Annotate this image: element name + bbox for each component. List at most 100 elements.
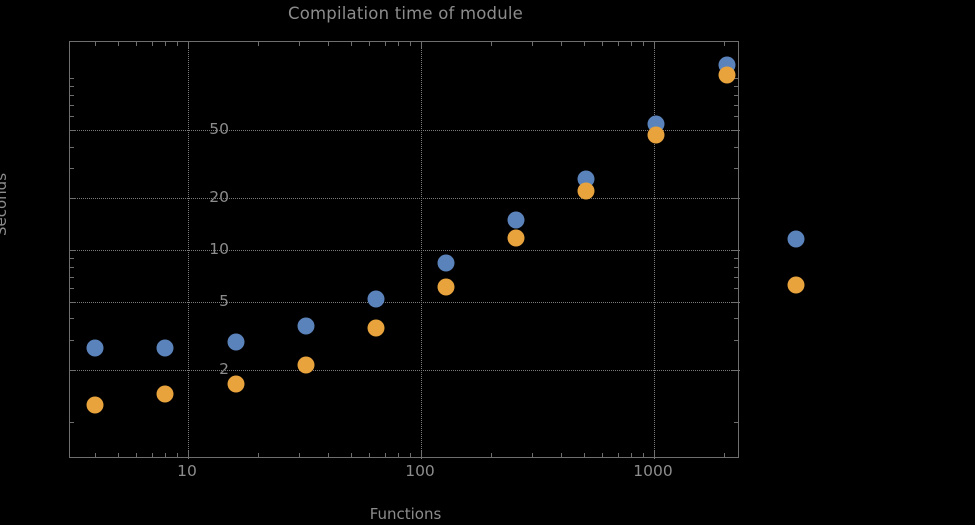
y-axis-tick: [734, 288, 738, 290]
gridline-horizontal: [70, 130, 740, 132]
y-axis-tick: [70, 339, 74, 341]
y-axis-tick: [70, 116, 74, 118]
x-axis-tick: [299, 42, 301, 46]
y-axis-tick: [70, 288, 74, 290]
x-axis-tick: [491, 42, 493, 46]
x-axis-tick: [398, 42, 400, 46]
chart-title: Compilation time of module: [288, 4, 523, 23]
x-axis-tick: [724, 453, 726, 457]
plot-frame: [69, 41, 740, 459]
y-axis-tick: [70, 146, 74, 148]
x-axis-tick: [561, 42, 563, 46]
data-point: [367, 319, 385, 337]
y-axis-tick: [70, 257, 74, 259]
data-point: [507, 229, 525, 247]
y-axis-tick: [734, 276, 738, 278]
gridline-horizontal: [70, 301, 740, 303]
x-axis-tick: [165, 453, 167, 457]
gridline-horizontal: [70, 250, 740, 251]
y-axis-tick: [732, 301, 738, 303]
x-tick-label-1000: 1000: [633, 462, 673, 480]
x-axis-tick: [136, 453, 138, 457]
plot-area: [70, 42, 740, 459]
data-point: [787, 230, 805, 248]
y-tick-label-2: 2: [219, 359, 229, 378]
x-axis-tick: [643, 42, 645, 46]
y-axis-tick: [734, 257, 738, 259]
x-axis-tick: [491, 453, 493, 457]
x-axis-tick: [643, 453, 645, 457]
x-axis-tick: [136, 42, 138, 46]
x-axis-tick: [258, 453, 260, 457]
x-axis-tick: [421, 42, 422, 48]
data-point: [86, 396, 104, 414]
data-point: [437, 254, 455, 272]
data-point: [227, 375, 245, 393]
data-point: [86, 339, 104, 357]
x-axis-tick: [188, 42, 189, 48]
x-axis-tick: [350, 453, 352, 457]
y-axis-tick: [734, 86, 738, 88]
x-axis-tick: [151, 453, 153, 457]
x-axis-tick: [117, 42, 119, 46]
x-axis-tick: [151, 42, 153, 46]
y-axis-tick: [732, 130, 738, 132]
y-axis-tick: [70, 421, 74, 423]
x-axis-tick: [532, 42, 534, 46]
y-axis-tick: [70, 78, 74, 80]
x-axis-tick: [532, 453, 534, 457]
data-point: [227, 333, 245, 351]
y-axis-tick: [734, 146, 738, 148]
data-point: [577, 182, 595, 200]
y-axis-tick: [734, 95, 738, 97]
gridline-horizontal: [70, 198, 740, 200]
y-axis-tick: [734, 78, 738, 80]
x-axis-tick: [583, 42, 585, 46]
x-axis-tick: [384, 42, 386, 46]
x-axis-tick: [724, 42, 726, 46]
data-point: [297, 317, 315, 335]
data-point: [367, 290, 385, 308]
x-axis-tick: [369, 42, 371, 46]
y-axis-tick: [70, 318, 74, 320]
y-axis-tick: [70, 198, 76, 200]
y-tick-label-50: 50: [209, 120, 229, 139]
y-axis-tick: [70, 168, 74, 170]
x-axis-tick: [631, 453, 633, 457]
y-axis-tick: [70, 369, 76, 371]
data-point: [787, 276, 805, 294]
y-axis-title: Seconds: [0, 172, 10, 236]
x-axis-tick: [410, 453, 412, 457]
y-axis-tick: [734, 421, 738, 423]
x-axis-tick: [398, 453, 400, 457]
x-axis-tick: [369, 453, 371, 457]
y-axis-tick: [734, 266, 738, 268]
x-axis-tick: [95, 453, 97, 457]
y-axis-tick: [70, 301, 76, 303]
data-point: [507, 211, 525, 229]
data-point: [297, 356, 315, 374]
x-tick-label-10: 10: [177, 462, 197, 480]
x-axis-tick: [188, 451, 189, 457]
y-axis-tick: [70, 130, 76, 132]
x-axis-title: Functions: [369, 505, 442, 523]
x-axis-tick: [117, 453, 119, 457]
x-axis-tick: [328, 42, 330, 46]
y-axis-tick: [70, 266, 74, 268]
x-axis-tick: [410, 42, 412, 46]
data-point: [156, 339, 174, 357]
x-axis-tick: [350, 42, 352, 46]
y-axis-tick: [70, 276, 74, 278]
data-point: [647, 126, 665, 144]
gridline-vertical: [654, 42, 655, 459]
x-axis-tick: [177, 42, 179, 46]
x-axis-tick: [583, 453, 585, 457]
y-axis-tick: [70, 104, 74, 106]
y-axis-tick: [734, 318, 738, 320]
x-axis-tick: [165, 42, 167, 46]
data-point: [437, 278, 455, 296]
y-axis-tick: [732, 198, 738, 200]
x-axis-tick: [95, 42, 97, 46]
x-axis-tick: [421, 451, 422, 457]
